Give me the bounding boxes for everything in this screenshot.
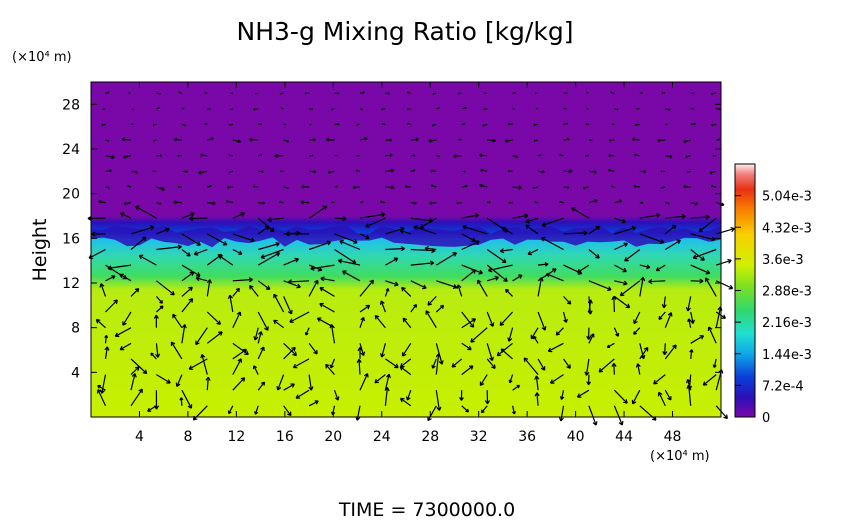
y-tick-label-2: 12 bbox=[62, 276, 80, 292]
wind-vector-494 bbox=[587, 109, 589, 110]
x-tick-label-5: 24 bbox=[373, 429, 391, 445]
y-tick-label-3: 16 bbox=[62, 231, 80, 247]
cb-tick-label-6: 7.2e-4 bbox=[762, 379, 804, 394]
x-tick-label-4: 20 bbox=[324, 429, 342, 445]
wind-vector-517 bbox=[536, 93, 539, 94]
y-axis-label: Height bbox=[29, 219, 51, 282]
y-tick-label-6: 28 bbox=[62, 97, 80, 113]
wind-vector-382 bbox=[280, 171, 284, 172]
wind-vector-479 bbox=[207, 109, 210, 110]
x-tick-label-6: 28 bbox=[421, 429, 439, 445]
wind-vector-451 bbox=[131, 124, 133, 125]
wind-vector-353 bbox=[178, 186, 182, 187]
cb-tick-label-7: 0 bbox=[762, 411, 770, 426]
wind-vector-480 bbox=[231, 109, 233, 110]
wind-vector-472 bbox=[665, 124, 667, 125]
cb-tick-label-5: 1.44e-3 bbox=[762, 348, 812, 363]
wind-vector-487 bbox=[408, 108, 411, 109]
wind-vector-515 bbox=[484, 93, 487, 94]
x-tick-label-7: 32 bbox=[470, 429, 488, 445]
x-tick-label-2: 12 bbox=[227, 429, 245, 445]
wind-vector-409 bbox=[335, 155, 338, 156]
x-tick-label-10: 44 bbox=[615, 429, 633, 445]
time-value: 7300000.0 bbox=[412, 499, 515, 519]
wind-vector-458 bbox=[309, 124, 311, 125]
wind-vector-457 bbox=[284, 124, 286, 125]
x-tick-label-3: 16 bbox=[276, 429, 294, 445]
wind-vector-492 bbox=[536, 108, 538, 109]
wind-vector-397 bbox=[661, 171, 666, 173]
wind-vector-496 bbox=[637, 108, 640, 109]
cb-tick-label-0: 5.04e-3 bbox=[762, 190, 812, 205]
cb-tick-label-1: 4.32e-3 bbox=[762, 221, 812, 236]
y-tick-label-4: 20 bbox=[62, 187, 80, 203]
y-tick-label-0: 4 bbox=[71, 365, 80, 381]
wind-vector-444 bbox=[589, 140, 592, 141]
wind-vector-505 bbox=[230, 93, 232, 94]
x-tick-label-0: 4 bbox=[135, 429, 144, 445]
cb-tick-label-4: 2.16e-3 bbox=[762, 316, 812, 331]
cb-tick-label-2: 3.6e-3 bbox=[762, 253, 804, 268]
y-tick-label-5: 24 bbox=[62, 142, 80, 158]
wind-vector-470 bbox=[612, 124, 614, 125]
x-tick-label-11: 48 bbox=[664, 429, 682, 445]
field-background bbox=[91, 82, 721, 417]
wind-vector-498 bbox=[691, 108, 694, 109]
time-annotation: TIME = 7300000.0 bbox=[338, 499, 515, 519]
cb-tick-label-3: 2.88e-3 bbox=[762, 285, 812, 300]
wind-vector-478 bbox=[182, 108, 184, 109]
x-tick-label-1: 8 bbox=[183, 429, 192, 445]
wind-vector-341 bbox=[509, 202, 513, 203]
y-tick-label-1: 8 bbox=[71, 321, 80, 337]
wind-vector-508 bbox=[305, 93, 309, 94]
x-unit-label: (×10⁴ m) bbox=[650, 449, 710, 464]
wind-vector-518 bbox=[564, 93, 568, 94]
y-unit-label: (×10⁴ m) bbox=[12, 50, 72, 65]
wind-vector-403 bbox=[178, 155, 182, 157]
plot-area bbox=[88, 82, 735, 425]
wind-vector-491 bbox=[513, 109, 515, 110]
x-tick-label-8: 36 bbox=[518, 429, 536, 445]
wind-vector-493 bbox=[564, 108, 567, 109]
wind-vector-346 bbox=[640, 202, 643, 203]
time-label: TIME bbox=[338, 499, 385, 519]
wind-vector-523 bbox=[691, 93, 694, 94]
wind-vector-521 bbox=[640, 92, 643, 93]
wind-vector-501 bbox=[129, 93, 131, 94]
x-tick-label-9: 40 bbox=[567, 429, 585, 445]
wind-vector-460 bbox=[357, 124, 360, 125]
chart-title: NH3-g Mixing Ratio [kg/kg] bbox=[237, 17, 574, 46]
